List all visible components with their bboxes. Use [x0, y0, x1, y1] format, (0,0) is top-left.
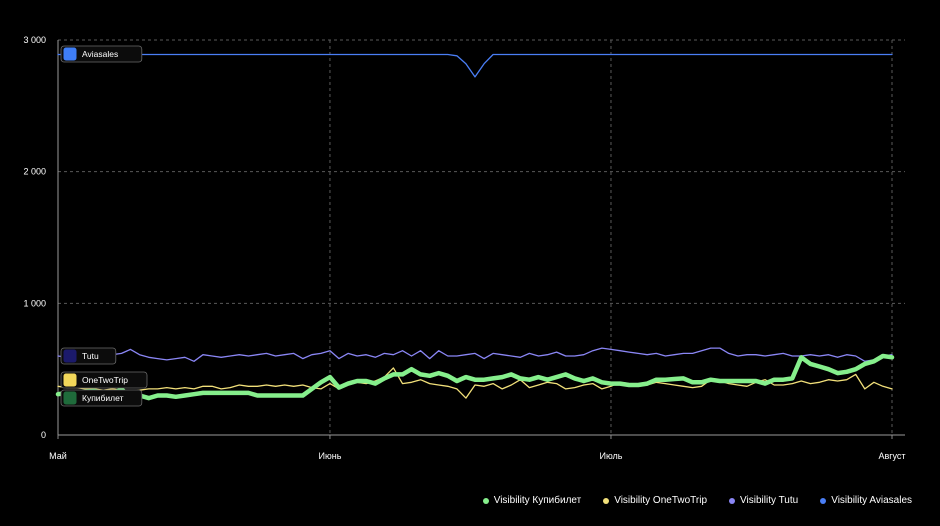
- y-tick-label: 3 000: [23, 35, 46, 45]
- onetwotrip-logo-icon: [63, 373, 77, 387]
- aviasales-logo-icon: [63, 47, 77, 61]
- x-tick-label: Август: [878, 451, 905, 461]
- chart-axes: 0 1 000 2 000 3 000 Май Июнь Июль Август: [23, 35, 905, 461]
- legend-item[interactable]: Visibility Купибилет: [482, 495, 582, 506]
- legend-item[interactable]: Visibility Tutu: [729, 495, 798, 506]
- legend-dot-icon: [820, 497, 827, 504]
- series-line-tutu: [57, 347, 893, 362]
- chart-legend: Visibility Купибилет Visibility OneTwoTri…: [482, 495, 912, 506]
- badge-kupibilet: Купибилет: [60, 389, 143, 407]
- series-line-onetwotrip: [57, 367, 893, 399]
- legend-label: Visibility Купибилет: [493, 495, 582, 506]
- x-tick-label: Май: [49, 451, 67, 461]
- x-tick-label: Июнь: [319, 451, 342, 461]
- series-line-aviasales: [57, 53, 893, 78]
- badge-box: [60, 389, 143, 407]
- badge-aviasales: Aviasales: [60, 45, 143, 63]
- badge-label: Aviasales: [82, 49, 118, 59]
- badge-label: OneTwoTrip: [82, 375, 128, 385]
- y-tick-label: 1 000: [23, 298, 46, 308]
- legend-item[interactable]: Visibility Aviasales: [820, 495, 912, 506]
- legend-dot-icon: [603, 497, 610, 504]
- badge-box: [60, 371, 148, 389]
- legend-dot-icon: [729, 497, 736, 504]
- kupibilet-logo-icon: [63, 391, 77, 405]
- y-tick-label: 2 000: [23, 167, 46, 177]
- legend-label: Visibility Aviasales: [831, 495, 912, 506]
- series-badges: Купибилет OneTwoTrip Tutu Aviasales: [60, 45, 148, 407]
- legend-dot-icon: [482, 497, 489, 504]
- tutu-logo-icon: [63, 349, 77, 363]
- badge-label: Tutu: [82, 351, 99, 361]
- badge-box: [60, 45, 143, 63]
- series-line-купибилет: [55, 353, 895, 401]
- legend-label: Visibility OneTwoTrip: [614, 495, 708, 506]
- badge-onetwotrip: OneTwoTrip: [60, 371, 148, 389]
- y-tick-label: 0: [41, 430, 46, 440]
- badge-label: Купибилет: [82, 393, 124, 403]
- legend-label: Visibility Tutu: [740, 495, 799, 506]
- x-tick-label: Июль: [599, 451, 622, 461]
- chart-series: [55, 53, 895, 401]
- legend-item[interactable]: Visibility OneTwoTrip: [603, 495, 707, 506]
- chart-grid: [58, 39, 905, 435]
- badge-tutu: Tutu: [60, 347, 117, 365]
